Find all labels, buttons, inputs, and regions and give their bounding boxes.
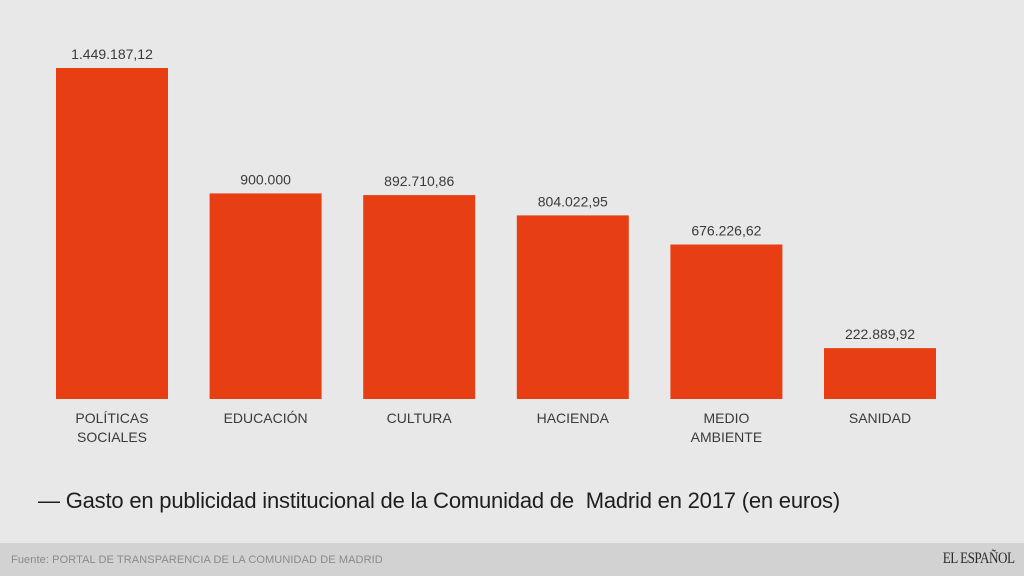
category-label-5: SANIDAD: [849, 410, 911, 426]
value-label-1: 900.000: [240, 171, 291, 187]
bar-1: [209, 193, 322, 399]
category-label-line: SANIDAD: [849, 410, 911, 426]
source-text: Fuente: PORTAL DE TRANSPARENCIA DE LA CO…: [11, 554, 383, 566]
bar-2: [363, 195, 476, 399]
chart-title: — Gasto en publicidad institucional de l…: [38, 488, 840, 513]
category-label-1: EDUCACIÓN: [224, 410, 308, 426]
bar-3: [516, 215, 629, 399]
category-label-line: MEDIO: [703, 410, 749, 426]
footer-bar: Fuente: PORTAL DE TRANSPARENCIA DE LA CO…: [0, 543, 1024, 576]
value-label-2: 892.710,86: [384, 173, 454, 189]
value-label-0: 1.449.187,12: [71, 46, 153, 62]
category-label-2: CULTURA: [387, 410, 453, 426]
category-label-line: AMBIENTE: [691, 429, 763, 445]
bar-4: [670, 244, 783, 399]
value-label-5: 222.889,92: [845, 326, 915, 342]
bar-chart: 1.449.187,12 900.000 892.710,86 804.022,95 6…: [56, 46, 936, 445]
category-label-line: SOCIALES: [77, 429, 147, 445]
category-label-0: POLÍTICAS SOCIALES: [75, 410, 148, 445]
el-espanol-logo: EL ESPAÑOL: [942, 550, 1014, 567]
category-label-4: MEDIO AMBIENTE: [691, 410, 763, 445]
bar-0: [56, 68, 168, 399]
category-label-line: EDUCACIÓN: [224, 410, 308, 426]
bars-group: [56, 68, 936, 399]
category-labels-group: POLÍTICAS SOCIALES EDUCACIÓN CULTURA HACIEND…: [75, 410, 911, 445]
bar-5: [824, 348, 936, 399]
value-label-4: 676.226,62: [691, 223, 761, 239]
value-labels-group: 1.449.187,12 900.000 892.710,86 804.022,95 6…: [71, 46, 915, 342]
category-label-3: HACIENDA: [537, 410, 610, 426]
category-label-line: POLÍTICAS: [75, 410, 148, 426]
value-label-3: 804.022,95: [538, 193, 608, 209]
category-label-line: HACIENDA: [537, 410, 610, 426]
category-label-line: CULTURA: [387, 410, 453, 426]
